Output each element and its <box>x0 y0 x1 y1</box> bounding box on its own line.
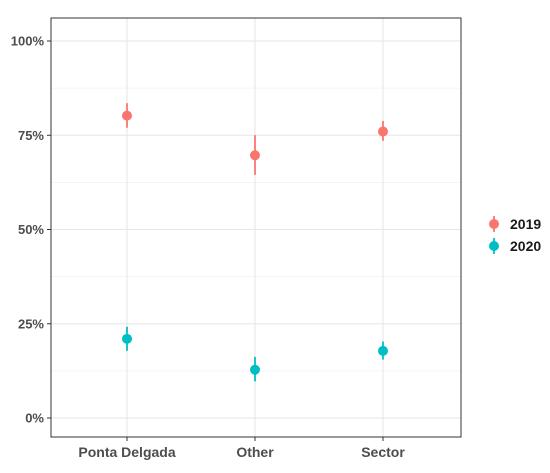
point-2019 <box>250 150 260 161</box>
legend-key-point-2020 <box>489 241 499 251</box>
point-2019 <box>378 126 388 137</box>
axis-ticks: 0% 25% 50% 75% 100% Ponta Delgada Other Sector <box>11 34 406 461</box>
y-tick-label: 0% <box>25 411 44 426</box>
y-tick-label: 50% <box>18 222 44 237</box>
legend-key-point-2019 <box>489 219 499 229</box>
x-tick-label: Other <box>236 444 274 460</box>
legend-label-2019: 2019 <box>510 216 541 232</box>
point-2020 <box>378 345 388 356</box>
legend-label-2020: 2020 <box>510 238 541 254</box>
point-2020 <box>250 364 260 375</box>
y-tick-label: 100% <box>11 34 45 49</box>
x-tick-label: Sector <box>361 444 405 460</box>
point-2019 <box>122 110 132 121</box>
legend: 2019 2020 <box>489 216 541 254</box>
x-tick-label: Ponta Delgada <box>78 444 175 460</box>
panel-border <box>50 17 462 438</box>
grid <box>51 18 461 437</box>
y-tick-label: 75% <box>18 128 44 143</box>
y-tick-label: 25% <box>18 316 44 331</box>
data-marks <box>122 103 388 382</box>
point-2020 <box>122 333 132 344</box>
